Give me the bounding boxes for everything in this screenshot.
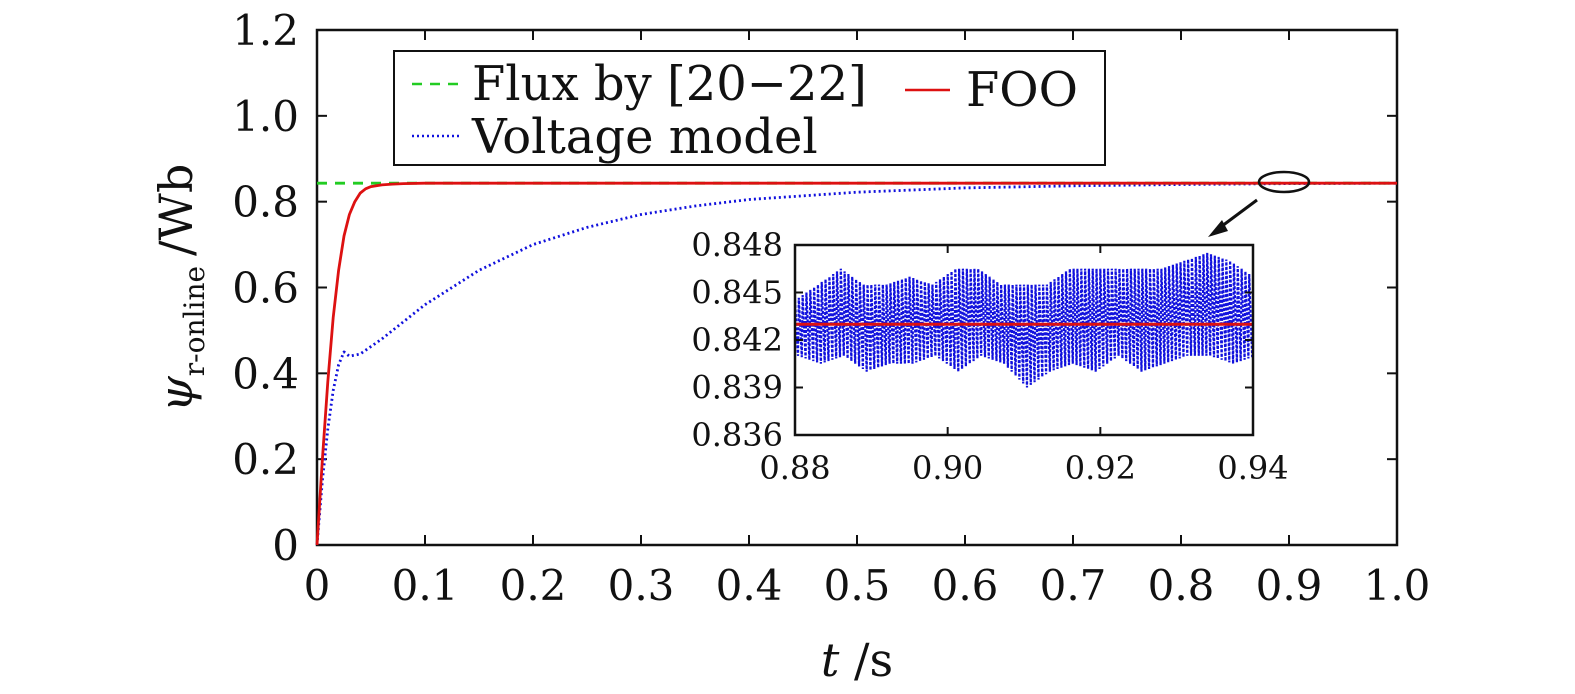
legend: Flux by [20−22] FOO Voltage model	[393, 50, 1106, 166]
inset-x-tick-label: 0.90	[912, 449, 983, 487]
y-tick-label: 0.2	[232, 435, 299, 484]
y-axis-psi: ψ	[149, 375, 203, 412]
y-axis-subscript: r-online	[178, 266, 211, 376]
y-tick-label: 0	[272, 521, 299, 570]
y-tick-label: 1.0	[232, 92, 299, 141]
x-tick-label: 0	[304, 561, 331, 610]
inset-x-tick-label: 0.92	[1065, 449, 1136, 487]
zoom-ellipse	[1257, 170, 1311, 194]
inset-plot: 0.88 0.90 0.92 0.94 0.836 0.839 0.842 0.845 0.84…	[691, 226, 1288, 487]
x-tick-label: 0.9	[1256, 561, 1323, 610]
svg-text:ψr-online/Wb: ψr-online/Wb	[149, 164, 211, 413]
x-tick-label: 0.6	[932, 561, 999, 610]
inset-y-tick-label: 0.848	[691, 226, 783, 264]
y-axis-title: ψr-online/Wb	[149, 164, 211, 413]
x-tick-label: 0.7	[1040, 561, 1107, 610]
inset-axis-ticks: 0.88 0.90 0.92 0.94 0.836 0.839 0.842 0.845 0.84…	[691, 226, 1288, 487]
x-tick-label: 1.0	[1364, 561, 1431, 610]
x-tick-label: 0.2	[500, 561, 567, 610]
inset-series-group	[793, 252, 1254, 388]
main-axis-ticks: 0 0.1 0.2 0.3 0.4 0.5 0.6 0.7 0.8 0.9 1.0 0 0.2 0.4 0.…	[232, 6, 1430, 610]
inset-series-voltage	[793, 252, 1254, 388]
inset-y-tick-label: 0.836	[691, 416, 783, 454]
y-tick-label: 1.2	[232, 6, 299, 55]
x-axis-title: t /s	[821, 633, 893, 687]
inset-y-tick-label: 0.842	[691, 321, 783, 359]
inset-y-tick-label: 0.845	[691, 274, 783, 312]
legend-label-voltage: Voltage model	[471, 109, 818, 165]
y-axis-unit: /Wb	[149, 164, 203, 256]
legend-item-foo: FOO	[905, 62, 1078, 118]
x-tick-label: 0.8	[1148, 561, 1215, 610]
inset-x-tick-label: 0.94	[1217, 449, 1288, 487]
legend-item-voltage: Voltage model	[412, 109, 818, 165]
x-axis-unit: /s	[839, 633, 893, 687]
inset-x-tick-label: 0.88	[759, 449, 830, 487]
legend-box	[393, 50, 1106, 166]
x-tick-label: 0.1	[392, 561, 459, 610]
y-tick-label: 0.4	[232, 349, 299, 398]
y-tick-label: 0.8	[232, 178, 299, 227]
series-line-foo	[315, 181, 1397, 546]
main-series-group	[315, 181, 1398, 546]
x-tick-label: 0.5	[824, 561, 891, 610]
x-tick-label: 0.4	[716, 561, 783, 610]
legend-label-foo: FOO	[966, 62, 1078, 118]
inset-y-tick-label: 0.839	[691, 369, 783, 407]
legend-item-flux: Flux by [20−22]	[412, 56, 867, 112]
x-axis-var: t	[821, 633, 840, 687]
y-tick-label: 0.6	[232, 264, 299, 313]
x-tick-label: 0.3	[608, 561, 675, 610]
zoom-arrow	[1208, 198, 1258, 237]
legend-label-flux: Flux by [20−22]	[472, 56, 867, 112]
